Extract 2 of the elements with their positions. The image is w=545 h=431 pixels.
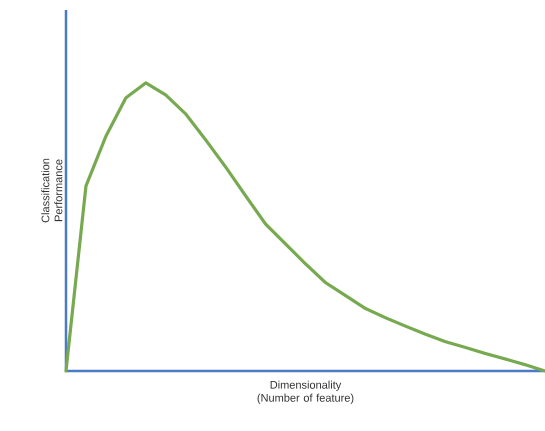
y-axis-title: Classification Performance bbox=[41, 158, 62, 222]
x-axis-title: Dimensionality (Number of feature) bbox=[258, 380, 354, 404]
